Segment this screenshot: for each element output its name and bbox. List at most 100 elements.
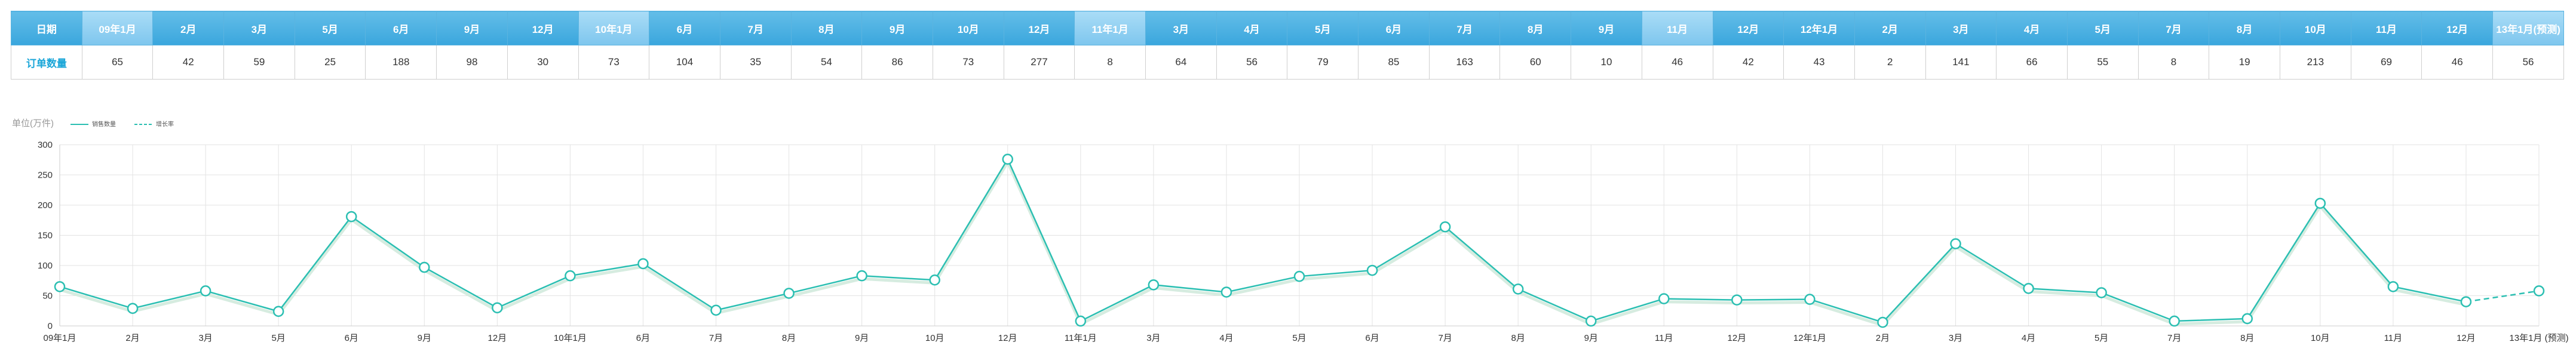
date-header-cell: 7月 [719, 11, 792, 45]
x-tick-label: 7月 [1438, 333, 1452, 343]
date-header-cell: 4月 [1216, 11, 1288, 45]
data-point-sales [127, 303, 139, 314]
order-count-cell: 73 [578, 45, 650, 80]
data-point-sales [2241, 313, 2253, 325]
order-count-cell: 2 [1854, 45, 1926, 80]
x-tick-label: 13年1月 (预测) [2509, 333, 2568, 343]
date-header-cell: 8月 [2209, 11, 2280, 45]
x-tick-label: 5月 [272, 333, 286, 343]
x-tick-label: 6月 [345, 333, 358, 343]
data-point-sales [1002, 153, 1014, 165]
order-count-cell: 10 [1571, 45, 1642, 80]
legend-label-sales: 销售数量 [92, 120, 116, 128]
order-data-table: 日期 09年1月 2月 3月 5月 6月 9月 12月 10年1月 6月 7月 8月 9月 10月 12月 1… [11, 11, 2564, 80]
x-tick-label: 4月 [1219, 333, 1233, 343]
y-tick-label: 100 [38, 261, 53, 271]
x-tick-label: 11月 [2384, 333, 2403, 343]
date-header-cell: 8月 [790, 11, 863, 45]
x-tick-label: 2月 [1876, 333, 1890, 343]
date-header-cell: 11月 [2350, 11, 2422, 45]
date-header-cell: 7月 [1428, 11, 1501, 45]
data-point-sales [1731, 294, 1743, 306]
date-header-cell: 13年1月(预测) [2492, 11, 2564, 45]
order-count-cell: 46 [2421, 45, 2494, 80]
x-tick-label: 11年1月 [1065, 333, 1097, 343]
x-tick-label: 11月 [1655, 333, 1673, 343]
date-header-cell: 3月 [1925, 11, 1997, 45]
date-header-cell: 2月 [1854, 11, 1926, 45]
order-count-cell: 43 [1783, 45, 1855, 80]
order-count-cell: 73 [932, 45, 1004, 80]
y-tick-label: 300 [38, 140, 53, 150]
data-point-forecast [2533, 285, 2545, 297]
order-count-cell: 46 [1641, 45, 1713, 80]
order-count-cell: 35 [719, 45, 792, 80]
data-point-sales [929, 274, 940, 286]
x-tick-label: 10月 [2311, 333, 2330, 343]
date-header-cell: 12年1月 [1783, 11, 1855, 45]
x-tick-label: 12月 [488, 333, 507, 343]
order-count-cell: 64 [1145, 45, 1217, 80]
y-tick-label: 50 [42, 291, 53, 301]
x-tick-label: 3月 [1146, 333, 1160, 343]
series-line-shadow [59, 158, 2467, 327]
data-point-sales [345, 210, 357, 222]
date-header-cell: 12月 [1003, 11, 1075, 45]
order-count-cell: 69 [2350, 45, 2422, 80]
x-tick-label: 9月 [418, 333, 431, 343]
data-point-sales [2387, 281, 2399, 292]
data-point-sales [1366, 264, 1378, 276]
date-header-cell: 3月 [223, 11, 295, 45]
x-tick-label: 09年1月 [43, 333, 76, 343]
data-point-sales [200, 285, 211, 297]
date-header-cell: 3月 [1145, 11, 1217, 45]
x-tick-label: 8月 [782, 333, 796, 343]
date-header-cell: 6月 [365, 11, 437, 45]
date-header-cell: 10月 [2280, 11, 2351, 45]
order-count-cell: 85 [1358, 45, 1430, 80]
order-count-cell: 277 [1003, 45, 1075, 80]
order-count-cell: 163 [1428, 45, 1501, 80]
date-header-cell: 09年1月 [81, 11, 154, 45]
date-header-row: 日期 09年1月 2月 3月 5月 6月 9月 12月 10年1月 6月 7月 8月 9月 10月 12月 1… [11, 11, 2564, 45]
order-count-cell: 25 [294, 45, 366, 80]
x-tick-label: 10月 [925, 333, 944, 343]
data-point-sales [1512, 283, 1524, 295]
order-count-cell: 65 [81, 45, 154, 80]
date-header-cell: 6月 [1358, 11, 1430, 45]
date-header-cell: 10月 [932, 11, 1004, 45]
date-header-cell: 7月 [2138, 11, 2210, 45]
order-count-cell: 98 [436, 45, 508, 80]
data-point-sales [1148, 279, 1160, 291]
order-count-cell: 56 [1216, 45, 1288, 80]
data-point-sales [54, 281, 66, 292]
x-tick-label: 5月 [2094, 333, 2108, 343]
data-point-sales [2314, 197, 2326, 209]
data-point-sales [492, 302, 503, 313]
order-count-cell: 188 [365, 45, 437, 80]
data-point-sales [2023, 283, 2034, 294]
order-count-cell: 42 [1712, 45, 1784, 80]
order-count-cell: 8 [1074, 45, 1146, 80]
x-tick-label: 12年1月 [1793, 333, 1826, 343]
x-tick-label: 7月 [709, 333, 723, 343]
date-header-cell: 9月 [1571, 11, 1642, 45]
data-table-container: 日期 09年1月 2月 3月 5月 6月 9月 12月 10年1月 6月 7月 8月 9月 10月 12月 1… [11, 11, 2564, 80]
x-tick-label: 4月 [2022, 333, 2035, 343]
order-count-cell: 55 [2066, 45, 2139, 80]
unit-label: 单位(万件) [12, 118, 54, 129]
x-tick-label: 6月 [636, 333, 650, 343]
order-count-cell: 8 [2138, 45, 2210, 80]
date-header-cell: 12月 [507, 11, 579, 45]
order-count-cell: 79 [1287, 45, 1359, 80]
x-tick-label: 12月 [1728, 333, 1747, 343]
date-header-cell: 10年1月 [578, 11, 650, 45]
x-tick-label: 2月 [125, 333, 139, 343]
date-header-cell: 12月 [1712, 11, 1784, 45]
data-point-sales [1439, 221, 1451, 233]
order-count-cell: 86 [861, 45, 933, 80]
order-count-cell: 42 [152, 45, 225, 80]
y-tick-label: 0 [48, 321, 53, 331]
date-header-cell: 5月 [1287, 11, 1359, 45]
series-line-sales [59, 157, 2467, 324]
